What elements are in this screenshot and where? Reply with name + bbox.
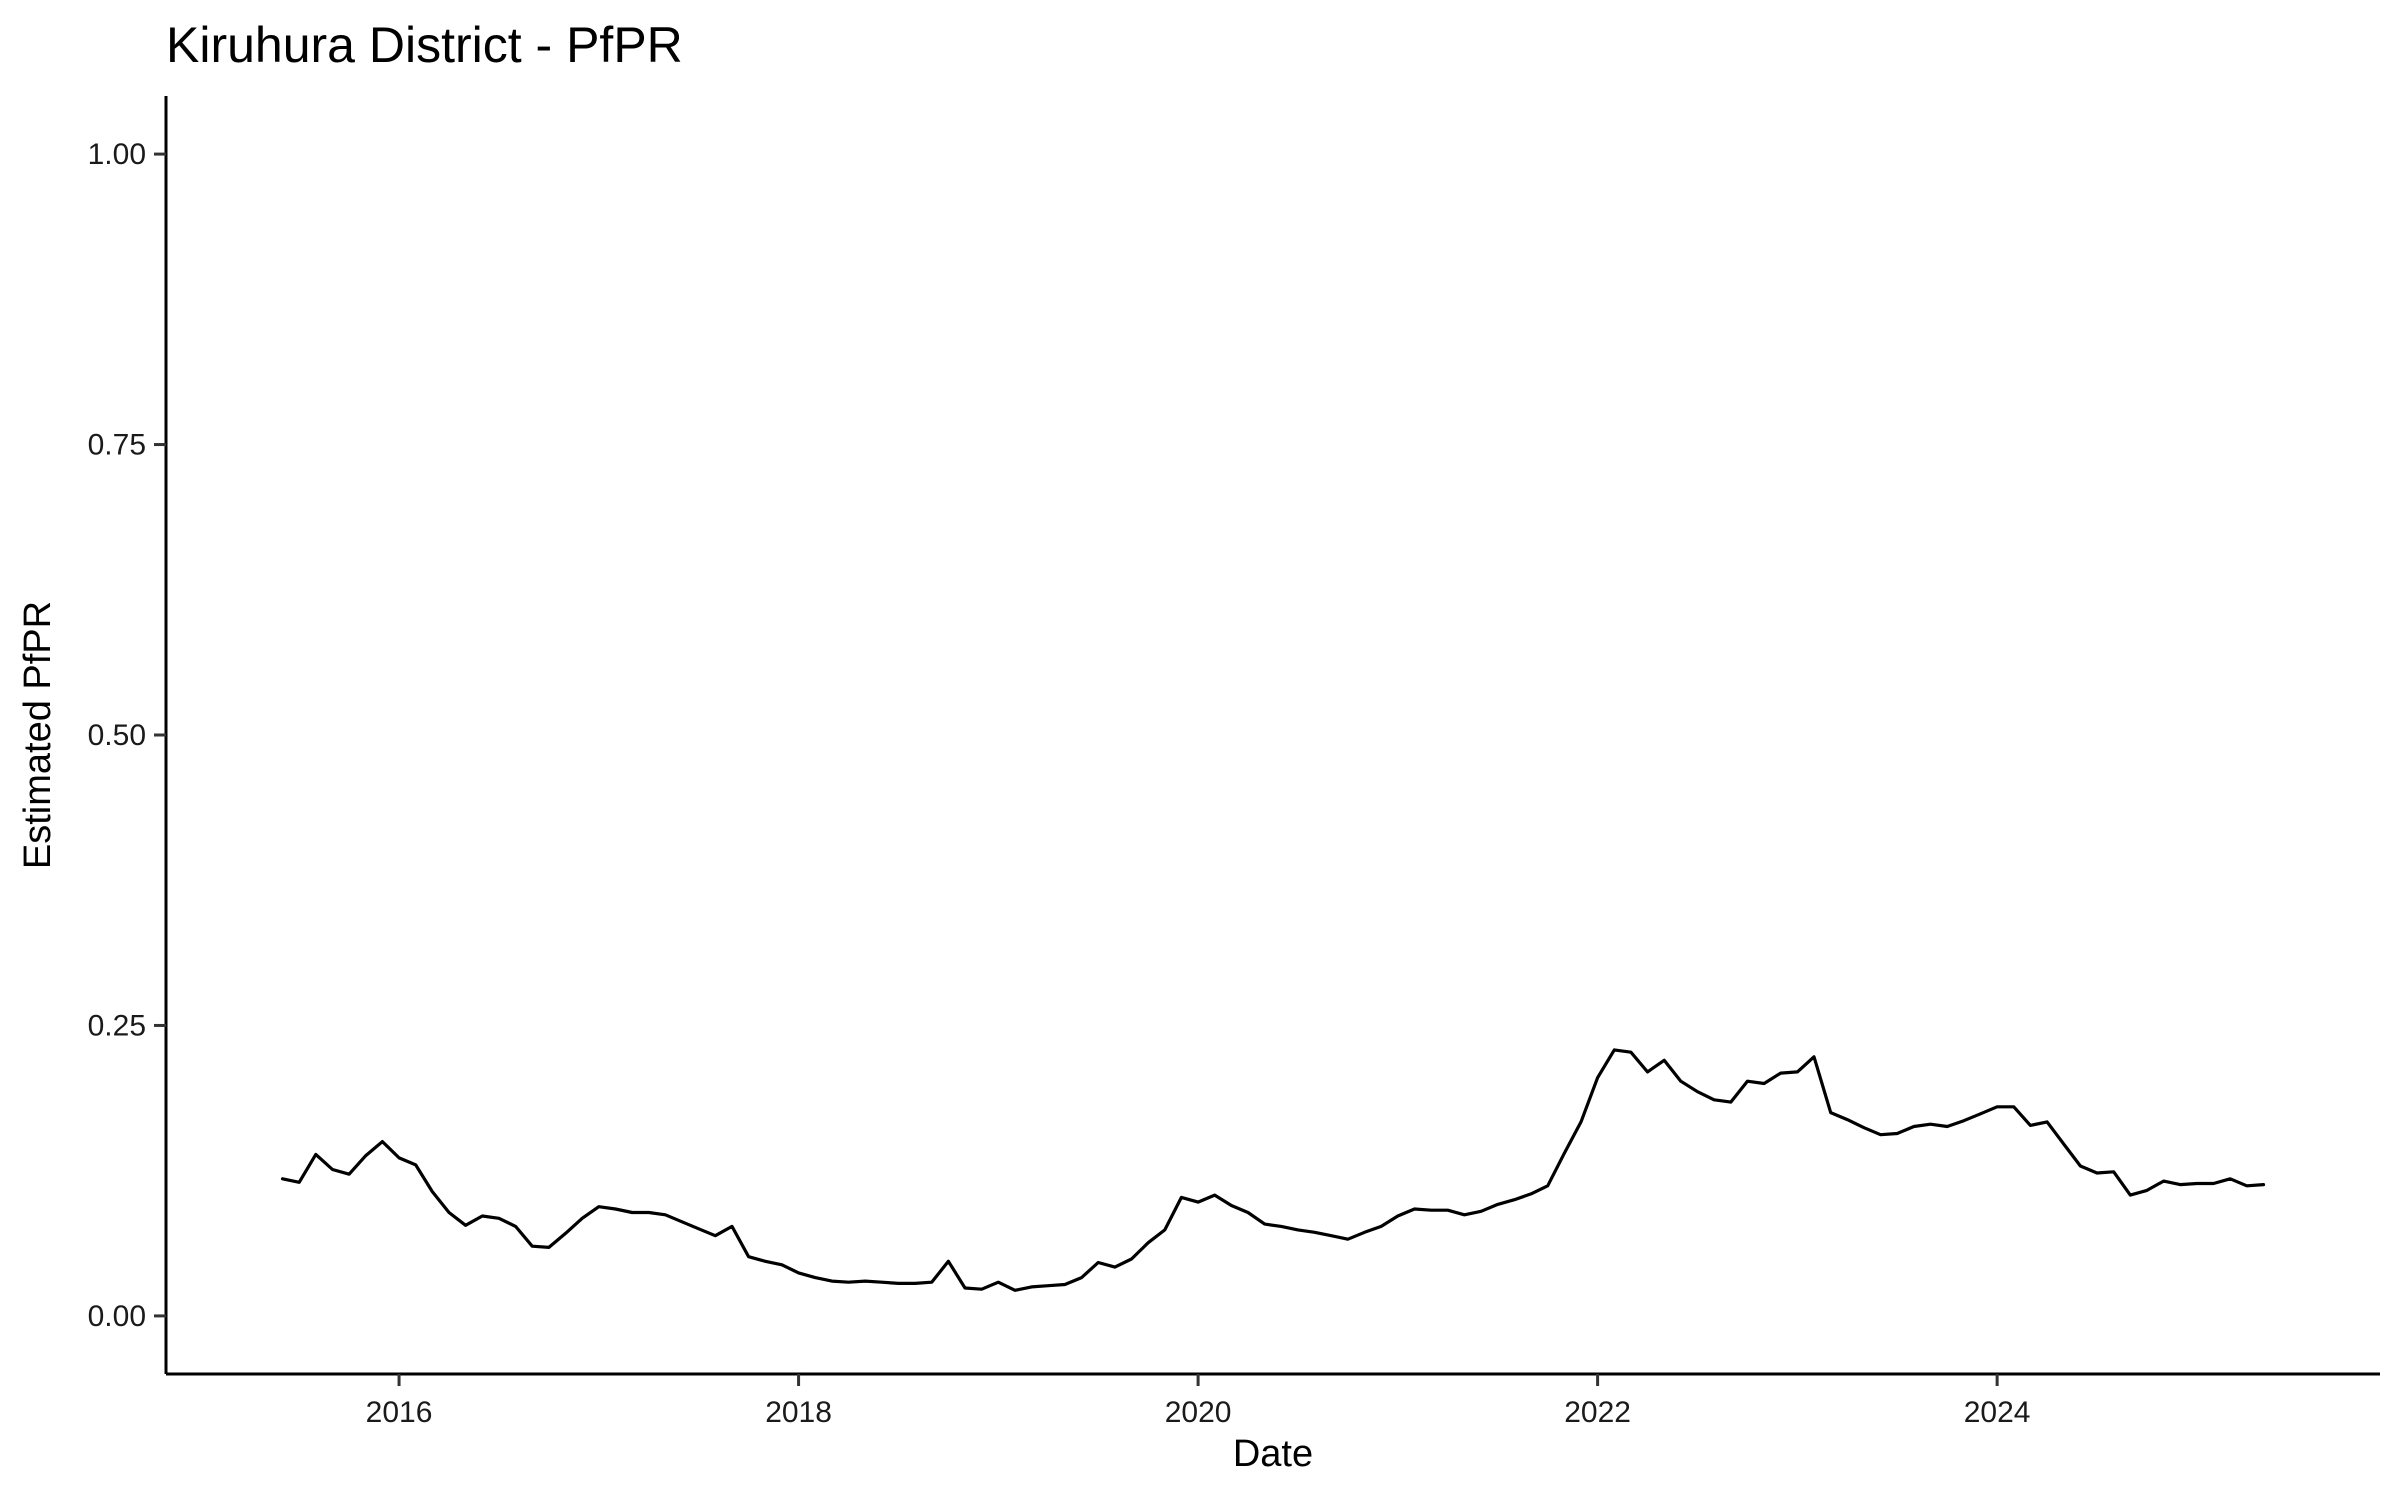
x-tick-label: 2016 bbox=[366, 1396, 433, 1429]
data-points bbox=[281, 1048, 2266, 1292]
x-tick-label: 2020 bbox=[1165, 1396, 1232, 1429]
y-tick-label: 1.00 bbox=[88, 138, 146, 171]
chart-title: Kiruhura District - PfPR bbox=[166, 17, 683, 73]
y-tick-label: 0.00 bbox=[88, 1300, 146, 1333]
x-tick-label: 2022 bbox=[1564, 1396, 1631, 1429]
y-tick-label: 0.50 bbox=[88, 719, 146, 752]
y-tick-label: 0.25 bbox=[88, 1009, 146, 1042]
y-axis-ticks: 0.00 0.25 0.50 0.75 1.00 bbox=[88, 138, 166, 1333]
x-tick-label: 2024 bbox=[1964, 1396, 2031, 1429]
series-line bbox=[280, 1048, 2266, 1292]
y-axis-title: Estimated PfPR bbox=[17, 601, 59, 869]
x-axis-ticks: 2016 2018 2020 2022 2024 bbox=[366, 1374, 2031, 1429]
y-tick-label: 0.75 bbox=[88, 429, 146, 462]
plot-area: 0.00 0.25 0.50 0.75 1.00 2016 2018 2020 2022 202… bbox=[88, 96, 2380, 1429]
x-tick-label: 2018 bbox=[765, 1396, 832, 1429]
x-axis-title: Date bbox=[1233, 1433, 1313, 1475]
